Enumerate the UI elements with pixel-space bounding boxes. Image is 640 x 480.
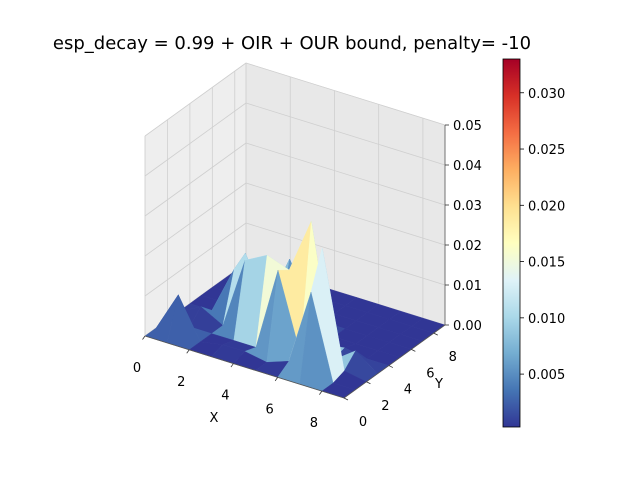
colorbar-tick-label: 0.015 bbox=[528, 256, 565, 271]
y-axis-label: Y bbox=[434, 377, 443, 392]
x-tick-mark bbox=[274, 377, 278, 382]
x-tick-mark bbox=[142, 335, 146, 340]
colorbar-tick-label: 0.010 bbox=[528, 312, 565, 327]
y-tick-label: 0 bbox=[359, 415, 367, 430]
x-tick-mark bbox=[319, 390, 323, 395]
z-tick-label: 0.02 bbox=[453, 239, 482, 254]
grid-line bbox=[245, 142, 446, 206]
x-tick-mark bbox=[186, 349, 190, 354]
grid-line bbox=[245, 62, 446, 126]
y-tick-mark bbox=[411, 348, 416, 352]
z-tick-label: 0.01 bbox=[453, 279, 482, 294]
z-tick-label: 0.03 bbox=[453, 199, 482, 214]
y-tick-mark bbox=[343, 397, 349, 401]
y-tick-label: 8 bbox=[449, 350, 457, 365]
grid-line bbox=[144, 102, 247, 177]
x-tick-label: 2 bbox=[177, 375, 185, 390]
colorbar bbox=[502, 58, 521, 428]
grid-line bbox=[144, 142, 247, 217]
grid-line bbox=[144, 62, 247, 137]
axis-lines bbox=[144, 125, 446, 399]
colorbar-tick-label: 0.020 bbox=[528, 199, 565, 214]
x-tick-label: 4 bbox=[221, 389, 229, 404]
colorbar-tick-label: 0.025 bbox=[528, 143, 565, 158]
axis-line bbox=[343, 324, 446, 399]
x-tick-label: 0 bbox=[133, 361, 141, 376]
grid-line bbox=[245, 102, 446, 166]
y-tick-label: 2 bbox=[381, 399, 389, 414]
axis-line bbox=[144, 335, 345, 399]
chart-title: esp_decay = 0.99 + OIR + OUR bound, pena… bbox=[53, 33, 531, 54]
grid-line bbox=[245, 182, 446, 246]
x-tick-mark bbox=[230, 363, 234, 368]
grid-line bbox=[144, 222, 247, 297]
x-tick-label: 6 bbox=[266, 402, 274, 417]
y-tick-label: 4 bbox=[404, 383, 412, 398]
surface-plot bbox=[144, 220, 446, 399]
colorbar-ticks: 0.005 0.010 0.015 0.020 0.025 0.030 bbox=[520, 87, 565, 383]
x-tick-label: 8 bbox=[310, 416, 318, 431]
y-tick-label: 6 bbox=[426, 366, 434, 381]
colorbar-tick-label: 0.005 bbox=[528, 368, 565, 383]
y-tick-mark bbox=[388, 365, 394, 368]
z-tick-label: 0.00 bbox=[453, 319, 482, 334]
grid-line bbox=[245, 222, 446, 286]
y-tick-mark bbox=[433, 332, 438, 336]
y-tick-mark bbox=[366, 381, 371, 385]
z-tick-label: 0.05 bbox=[453, 119, 482, 134]
grid-line bbox=[144, 182, 247, 257]
colorbar-tick-label: 0.030 bbox=[528, 87, 565, 102]
x-axis-label: X bbox=[210, 411, 219, 426]
z-tick-label: 0.04 bbox=[453, 159, 482, 174]
